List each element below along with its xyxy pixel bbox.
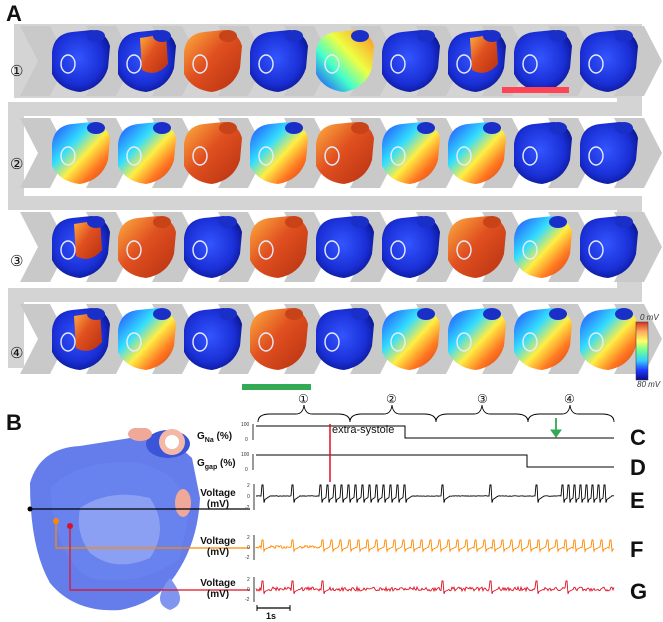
panel-label-a: A — [6, 1, 22, 26]
g-tick-2: 2 — [247, 577, 250, 583]
heart-snapshot — [514, 122, 572, 184]
heart-snapshot — [250, 308, 308, 370]
heart-snapshot — [250, 30, 308, 92]
heart-snapshot — [514, 308, 572, 370]
heart-snapshot — [448, 216, 506, 278]
heart-snapshot — [580, 216, 638, 278]
ggap-tick-0: 0 — [245, 467, 248, 473]
brace-label-3: ③ — [477, 392, 488, 406]
heart-snapshot — [118, 30, 176, 92]
heart-snapshot — [382, 216, 440, 278]
heart-snapshot — [382, 122, 440, 184]
gna-trace — [256, 425, 614, 439]
extra-systole-label: extra-systole — [332, 424, 395, 436]
voltage-label-f: Voltage (mV) — [200, 536, 236, 558]
heart-snapshot — [316, 308, 374, 370]
g-tick-0: 0 — [247, 587, 250, 593]
ggap-trace — [256, 454, 614, 468]
panel-label-f: F — [630, 537, 644, 562]
e-tick-2: 2 — [247, 483, 250, 489]
colorbar-top-label: 0 mV — [640, 313, 659, 322]
voltage-label-g: Voltage (mV) — [200, 578, 236, 600]
brace-label-1: ① — [298, 392, 309, 406]
heart-snapshot — [184, 122, 242, 184]
heart-snapshot — [448, 308, 506, 370]
panel-label-d: D — [630, 455, 646, 480]
heart-snapshot — [382, 308, 440, 370]
heart-snapshot — [184, 30, 242, 92]
heart-anatomy — [30, 428, 200, 611]
heart-snapshot — [514, 30, 572, 92]
trace-g — [255, 580, 615, 594]
voltage-label-e: Voltage (mV) — [200, 488, 236, 510]
trace-f — [255, 539, 615, 553]
panel-a-snapshot-grid — [8, 24, 662, 390]
colorbar-bottom-label: 80 mV — [637, 380, 661, 389]
heart-snapshot — [250, 122, 308, 184]
heart-snapshot — [316, 30, 374, 92]
brace-label-4: ④ — [564, 392, 575, 406]
row-label-2: ② — [10, 155, 24, 173]
green-marker-bar — [242, 384, 311, 390]
panel-label-c: C — [630, 425, 646, 450]
f-tick-2: 2 — [247, 535, 250, 541]
heart-snapshot — [382, 30, 440, 92]
heart-snapshot — [118, 308, 176, 370]
heart-snapshot — [52, 308, 110, 370]
heart-snapshot — [580, 308, 638, 370]
gna-tick-100: 100 — [241, 422, 250, 428]
heart-snapshot — [580, 30, 638, 92]
heart-snapshot — [316, 216, 374, 278]
gna-label: GNa (%) — [197, 431, 233, 444]
brace-label-2: ② — [386, 392, 397, 406]
panel-label-b: B — [6, 410, 22, 435]
heart-snapshot — [448, 30, 506, 92]
heart-snapshot — [514, 216, 572, 278]
e-tick-0: 0 — [247, 494, 250, 500]
panel-label-g: G — [630, 579, 648, 604]
heart-snapshot — [316, 122, 374, 184]
colorbar — [635, 321, 649, 381]
e-tick-m2: -2 — [245, 505, 250, 511]
heart-snapshot — [52, 30, 110, 92]
heart-snapshot — [52, 122, 110, 184]
f-tick-m2: -2 — [245, 555, 250, 561]
g-tick-m2: -2 — [245, 597, 250, 603]
row-label-3: ③ — [10, 252, 24, 270]
heart-snapshot — [52, 216, 110, 278]
red-marker-bar — [502, 87, 569, 93]
time-scale-label: 1s — [266, 611, 277, 621]
heart-snapshot — [184, 216, 242, 278]
f-tick-0: 0 — [247, 545, 250, 551]
heart-snapshot — [448, 122, 506, 184]
gna-tick-0: 0 — [245, 437, 248, 443]
ggap-tick-100: 100 — [241, 452, 250, 458]
heart-snapshot — [118, 122, 176, 184]
heart-snapshot — [118, 216, 176, 278]
heart-snapshot — [580, 122, 638, 184]
green-arrow — [550, 418, 562, 438]
heart-snapshot — [184, 308, 242, 370]
row-label-4: ④ — [10, 344, 24, 362]
ggap-label: Ggap (%) — [197, 458, 236, 471]
row-label-1: ① — [10, 62, 24, 80]
heart-snapshot — [250, 216, 308, 278]
panel-label-e: E — [630, 488, 645, 513]
trace-e — [256, 484, 614, 503]
